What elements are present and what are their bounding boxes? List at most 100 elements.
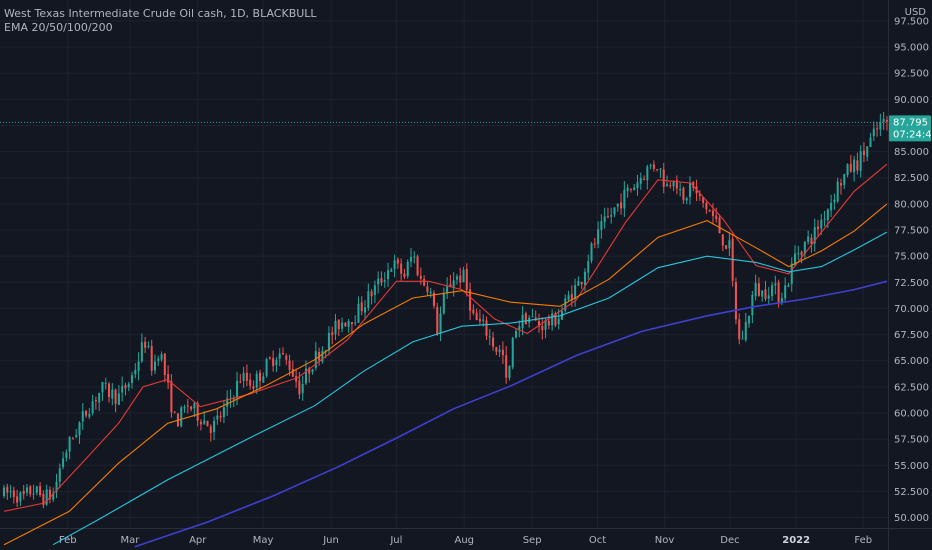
- candle: [830, 194, 833, 218]
- candle: [2, 484, 6, 499]
- candle: [469, 282, 472, 320]
- candle-body: [327, 332, 330, 351]
- candle-body: [295, 376, 298, 382]
- candle: [163, 352, 166, 383]
- candle: [455, 274, 458, 285]
- candle: [71, 436, 74, 440]
- candle-body: [78, 422, 81, 436]
- candle-body: [600, 221, 603, 230]
- candle-body: [505, 355, 508, 378]
- candle-body: [515, 330, 518, 338]
- candle: [718, 214, 721, 234]
- candle: [567, 290, 570, 302]
- candle-body: [25, 487, 28, 493]
- candle-body: [180, 407, 183, 427]
- candle-body: [301, 383, 304, 394]
- y-tick-label: 77.500: [894, 226, 929, 237]
- candle-body: [751, 294, 754, 316]
- candle-body: [787, 285, 790, 287]
- candle-body: [679, 189, 682, 191]
- candle-body: [88, 413, 91, 417]
- chart-title[interactable]: West Texas Intermediate Crude Oil cash, …: [4, 7, 317, 20]
- y-tick-label: 62.500: [894, 382, 929, 393]
- candle-body: [659, 168, 662, 170]
- candle: [173, 411, 176, 414]
- candle-body: [35, 486, 38, 493]
- candle-body: [639, 178, 642, 184]
- candle: [153, 354, 157, 374]
- candle-body: [124, 385, 127, 389]
- candle-body: [258, 372, 262, 382]
- candle: [715, 207, 718, 223]
- candle: [531, 308, 534, 318]
- candle: [334, 314, 337, 341]
- candle: [193, 401, 196, 417]
- candle: [524, 311, 527, 325]
- candle: [544, 318, 547, 339]
- candle-body: [94, 400, 97, 402]
- candle-body: [439, 313, 442, 334]
- candle-body: [423, 279, 426, 286]
- candle: [442, 287, 445, 315]
- candle: [48, 486, 51, 504]
- candle-body: [800, 251, 803, 256]
- candle-body: [239, 381, 242, 383]
- candle: [646, 164, 649, 190]
- candle: [685, 196, 688, 205]
- candle: [682, 186, 685, 204]
- candle-body: [311, 369, 314, 373]
- indicator-legend[interactable]: EMA 20/50/100/200: [4, 21, 113, 34]
- candle-body: [68, 437, 71, 452]
- candle: [383, 272, 386, 288]
- candle-body: [416, 256, 419, 276]
- last-price-badge: [889, 115, 931, 142]
- candle-body: [603, 216, 606, 223]
- candle: [744, 312, 747, 342]
- candle: [75, 429, 78, 439]
- candle-body: [623, 189, 626, 209]
- y-tick-label: 50.000: [894, 513, 929, 524]
- y-tick-label: 80.000: [894, 199, 929, 210]
- candle-body: [137, 361, 140, 371]
- candle-body: [741, 338, 744, 340]
- candle: [643, 175, 646, 181]
- candle: [350, 321, 353, 332]
- candle-body: [610, 214, 613, 217]
- candle-body: [833, 199, 836, 203]
- candle: [39, 482, 42, 497]
- candle: [137, 352, 140, 381]
- candle-body: [245, 372, 248, 381]
- candle: [219, 411, 222, 423]
- candle: [288, 354, 291, 376]
- candle-body: [6, 486, 9, 493]
- candle-body: [478, 318, 481, 322]
- y-tick-label: 82.500: [894, 173, 929, 184]
- candle-body: [662, 169, 665, 187]
- candle-body: [242, 372, 245, 382]
- candle-body: [347, 320, 350, 327]
- candle-body: [58, 468, 61, 482]
- candle: [577, 276, 580, 286]
- candle: [787, 282, 790, 288]
- y-tick-label: 72.500: [894, 278, 929, 289]
- candle-body: [373, 285, 376, 295]
- candle-body: [748, 315, 751, 324]
- candle: [416, 254, 419, 277]
- candle-body: [518, 326, 521, 331]
- candle: [387, 262, 390, 287]
- candle: [833, 193, 836, 210]
- ema-line-ema200: [134, 280, 888, 548]
- candle-body: [203, 420, 206, 425]
- candle-body: [761, 290, 764, 297]
- candle-body: [121, 385, 124, 393]
- candle: [839, 178, 842, 195]
- candle: [121, 376, 124, 402]
- candle: [327, 326, 330, 356]
- candle: [429, 287, 432, 298]
- candle: [272, 350, 275, 372]
- candle: [757, 277, 760, 297]
- candle: [633, 184, 636, 191]
- candle-body: [331, 332, 334, 336]
- candle-body: [459, 275, 462, 283]
